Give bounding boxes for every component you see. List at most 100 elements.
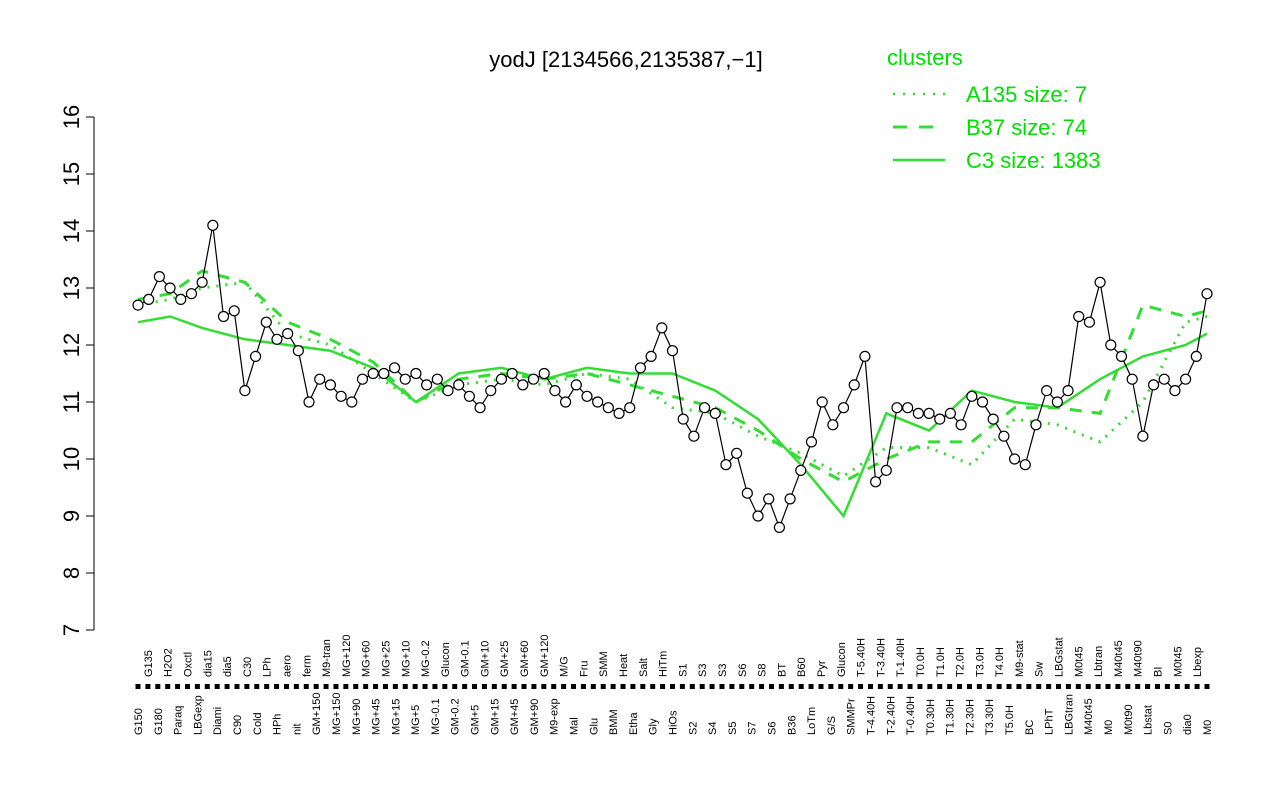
data-point <box>795 464 807 476</box>
data-point <box>624 402 636 414</box>
x-tick-marker <box>937 684 943 689</box>
data-point <box>581 390 593 402</box>
x-tick-label: LBGtran <box>1063 694 1075 735</box>
data-point <box>827 419 839 431</box>
data-points <box>132 219 1213 534</box>
data-point <box>880 464 892 476</box>
x-tick-marker <box>1194 684 1200 689</box>
x-tick-label: S0 <box>1162 722 1174 735</box>
x-tick-label: T2.0H <box>955 647 967 677</box>
x-tick-label: Paraq <box>173 706 185 735</box>
x-tick-marker <box>303 684 309 689</box>
data-point <box>367 367 379 380</box>
x-tick-label: T2.30H <box>964 699 976 735</box>
x-tick-marker <box>660 684 666 689</box>
data-point <box>816 396 828 408</box>
x-tick-marker <box>283 684 289 689</box>
x-tick-marker <box>1145 684 1151 689</box>
x-tick-marker <box>1164 684 1170 689</box>
x-tick-label: GM+60 <box>519 641 531 677</box>
y-tick-label: 14 <box>59 219 84 243</box>
x-tick-marker <box>917 684 923 689</box>
data-point <box>153 271 165 283</box>
data-point <box>196 276 208 288</box>
data-point <box>1126 373 1138 385</box>
x-tick-label: GM+10 <box>479 641 491 677</box>
data-point <box>1169 385 1181 397</box>
y-tick-label: 13 <box>59 276 84 300</box>
x-tick-label: M0 <box>1202 720 1214 735</box>
data-point <box>292 345 304 357</box>
x-tick-label: LBGstat <box>1054 637 1066 677</box>
data-point <box>324 379 337 391</box>
data-point <box>859 350 871 362</box>
x-tick-marker <box>511 684 517 689</box>
data-point <box>1019 459 1031 471</box>
x-tick-marker <box>333 684 339 689</box>
x-tick-label: GM+45 <box>509 699 521 735</box>
data-point <box>421 379 433 391</box>
x-tick-label: SMMPr <box>846 698 858 735</box>
x-tick-marker <box>1006 684 1012 689</box>
x-tick-label: Heat <box>618 654 630 677</box>
data-point <box>495 373 508 385</box>
x-tick-label: M40t90 <box>1133 640 1145 677</box>
x-tick-marker <box>422 684 428 689</box>
x-tick-marker <box>224 684 230 689</box>
x-tick-label: S6 <box>737 664 749 677</box>
data-point <box>1190 350 1202 362</box>
x-tick-label: nit <box>291 723 303 735</box>
x-tick-label: H2O2 <box>163 648 175 677</box>
data-point <box>314 373 326 385</box>
x-tick-marker <box>966 684 972 689</box>
data-point <box>378 367 390 380</box>
x-tick-label: MG+45 <box>371 699 383 735</box>
x-tick-marker <box>996 684 1002 689</box>
x-tick-label: BC <box>1024 720 1036 735</box>
data-point <box>602 402 614 414</box>
x-tick-label: Sw <box>1034 662 1046 677</box>
data-point <box>1137 430 1149 442</box>
x-tick-marker <box>749 684 755 689</box>
y-tick-label: 7 <box>59 624 84 636</box>
x-tick-marker <box>739 684 745 689</box>
data-point <box>645 350 657 362</box>
x-tick-label: B60 <box>796 657 808 677</box>
x-tick-label: dia0 <box>1182 714 1194 735</box>
x-tick-marker <box>1016 684 1022 689</box>
x-tick-label: HPh <box>272 714 284 735</box>
data-point <box>773 521 786 534</box>
x-tick-marker <box>135 684 141 689</box>
x-tick-label: GM+90 <box>529 699 541 735</box>
x-tick-marker <box>165 684 171 689</box>
data-point <box>592 396 604 408</box>
x-tick-marker <box>778 684 784 689</box>
data-point <box>517 379 529 391</box>
x-tick-label: GM-0.1 <box>460 640 472 677</box>
x-tick-label: Glu <box>588 718 600 735</box>
x-tick-label: C30 <box>242 657 254 677</box>
x-tick-marker <box>501 684 507 689</box>
x-tick-marker <box>353 684 359 689</box>
data-point <box>677 413 689 425</box>
x-tick-marker <box>194 684 200 689</box>
data-point <box>185 288 198 300</box>
y-tick-label: 8 <box>59 567 84 579</box>
data-point <box>912 407 924 419</box>
data-point <box>527 373 540 385</box>
data-point <box>656 322 668 334</box>
x-tick-marker <box>571 684 577 689</box>
x-tick-marker <box>887 684 893 689</box>
x-tick-label: Gly <box>648 718 660 735</box>
x-tick-marker <box>1046 684 1052 689</box>
x-tick-marker <box>274 684 280 689</box>
x-tick-label: T5.0H <box>1004 705 1016 735</box>
data-point <box>1158 373 1170 385</box>
legend-label-a135: A135 size: 7 <box>966 82 1087 107</box>
x-tick-label: Glucon <box>836 642 848 677</box>
data-point <box>1201 288 1213 300</box>
x-tick-label: MG+120 <box>341 635 353 678</box>
x-tick-label: C90 <box>232 715 244 735</box>
x-tick-label: S3 <box>697 664 709 677</box>
legend-label-b37: B37 size: 74 <box>966 115 1087 140</box>
